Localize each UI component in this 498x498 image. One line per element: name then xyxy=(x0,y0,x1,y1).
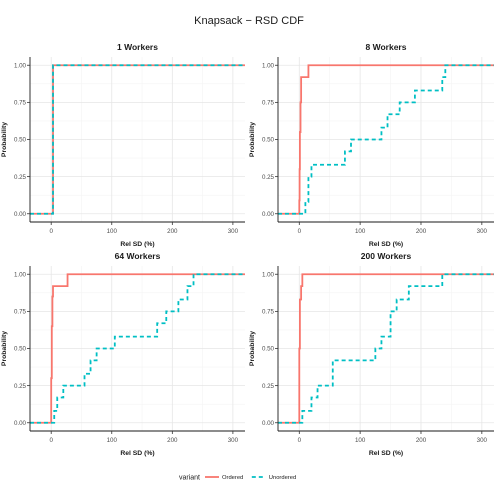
y-tick-label: 1.00 xyxy=(262,271,275,278)
series-line-ordered xyxy=(30,273,245,424)
x-axis-title: Rel SD (%) xyxy=(369,450,403,457)
x-tick-label: 0 xyxy=(49,228,53,235)
panel-title: 200 Workers xyxy=(361,251,412,261)
y-tick-label: 0.00 xyxy=(14,420,27,427)
x-tick-label: 200 xyxy=(416,228,427,235)
y-tick-label: 1.00 xyxy=(262,62,275,69)
y-tick-label: 0.25 xyxy=(262,383,275,390)
y-tick-label: 1.00 xyxy=(14,271,27,278)
y-tick-label: 0.25 xyxy=(14,383,27,390)
panel-1-workers: 0 100 200 300 0.00 0.25 0.50 0.75 1.00 1 Workers R… xyxy=(1,42,245,248)
x-tick-label: 200 xyxy=(416,437,427,444)
chart-title: Knapsack − RSD CDF xyxy=(194,15,304,27)
facet-panels: 0 100 200 300 0.00 0.25 0.50 0.75 1.00 1 Workers R… xyxy=(1,42,494,457)
y-tick-label: 1.00 xyxy=(14,62,27,69)
x-tick-label: 300 xyxy=(228,437,239,444)
y-tick-label: 0.50 xyxy=(262,346,275,353)
x-tick-label: 100 xyxy=(107,437,118,444)
y-tick-label: 0.50 xyxy=(14,346,27,353)
series-line-ordered xyxy=(278,273,494,424)
panel-grid xyxy=(30,266,245,431)
y-tick-label: 0.50 xyxy=(14,137,27,144)
x-axis-title: Rel SD (%) xyxy=(120,241,154,248)
y-tick-label: 0.00 xyxy=(262,211,275,218)
x-tick-label: 0 xyxy=(298,437,302,444)
legend: variant Ordered Unordered xyxy=(179,475,296,482)
y-tick-label: 0.00 xyxy=(14,211,27,218)
y-axis-title: Probability xyxy=(249,122,256,157)
panel-grid xyxy=(278,266,494,431)
y-tick-label: 0.25 xyxy=(262,174,275,181)
panel-8-workers: 0 100 200 300 0.00 0.25 0.50 0.75 1.00 8 Workers R… xyxy=(249,42,494,248)
y-tick-label: 0.75 xyxy=(14,309,27,316)
legend-label-ordered: Ordered xyxy=(222,475,243,481)
x-tick-label: 0 xyxy=(298,228,302,235)
x-tick-label: 100 xyxy=(355,228,366,235)
y-tick-label: 0.75 xyxy=(262,309,275,316)
y-axis-title: Probability xyxy=(1,331,8,366)
panel-grid xyxy=(30,57,245,222)
x-tick-label: 100 xyxy=(107,228,118,235)
y-axis-title: Probability xyxy=(249,331,256,366)
x-axis-title: Rel SD (%) xyxy=(120,450,154,457)
x-tick-label: 200 xyxy=(167,437,178,444)
x-tick-label: 300 xyxy=(228,228,239,235)
series-line-unordered xyxy=(30,273,245,424)
series-line-unordered xyxy=(278,273,494,424)
y-tick-label: 0.25 xyxy=(14,174,27,181)
panel-64-workers: 0 100 200 300 0.00 0.25 0.50 0.75 1.00 64 Workers… xyxy=(1,251,245,457)
y-tick-label: 0.50 xyxy=(262,137,275,144)
series-line-ordered xyxy=(278,64,494,215)
legend-title: variant xyxy=(179,475,200,482)
y-axis-title: Probability xyxy=(1,122,8,157)
panel-title: 8 Workers xyxy=(366,42,407,52)
x-tick-label: 100 xyxy=(355,437,366,444)
series-line-unordered xyxy=(30,64,245,215)
x-tick-label: 300 xyxy=(477,228,488,235)
y-tick-label: 0.75 xyxy=(14,100,27,107)
x-axis-title: Rel SD (%) xyxy=(369,241,403,248)
y-tick-label: 0.00 xyxy=(262,420,275,427)
panel-title: 64 Workers xyxy=(115,251,161,261)
legend-label-unordered: Unordered xyxy=(269,475,296,481)
panel-title: 1 Workers xyxy=(117,42,158,52)
y-tick-label: 0.75 xyxy=(262,100,275,107)
panel-200-workers: 0 100 200 300 0.00 0.25 0.50 0.75 1.00 200 Worker… xyxy=(249,251,494,457)
x-tick-label: 200 xyxy=(167,228,178,235)
series-line-unordered xyxy=(278,64,494,215)
x-tick-label: 0 xyxy=(49,437,53,444)
x-tick-label: 300 xyxy=(477,437,488,444)
